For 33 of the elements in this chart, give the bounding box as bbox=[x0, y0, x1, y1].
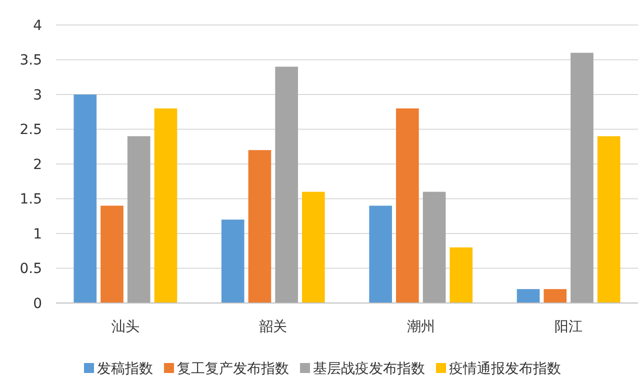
bar bbox=[422, 192, 446, 303]
bar bbox=[100, 206, 124, 303]
legend-label: 发稿指数 bbox=[97, 361, 153, 377]
x-tick-label: 阳江 bbox=[554, 319, 583, 335]
y-tick-label: 2 bbox=[33, 156, 42, 173]
x-tick-label: 韶关 bbox=[259, 319, 288, 335]
bar bbox=[516, 289, 540, 303]
bar bbox=[450, 247, 473, 303]
bar bbox=[544, 289, 567, 303]
bar bbox=[302, 192, 325, 303]
y-tick-label: 3.5 bbox=[20, 52, 42, 69]
y-tick-label: 1.5 bbox=[20, 192, 42, 208]
y-tick-label: 0.5 bbox=[20, 261, 42, 278]
legend-label: 复工复产发布指数 bbox=[177, 361, 289, 377]
legend-label: 基层战疫发布指数 bbox=[313, 361, 425, 377]
bar bbox=[127, 136, 150, 303]
x-tick-label: 潮州 bbox=[406, 319, 435, 335]
bar bbox=[74, 94, 97, 303]
bar bbox=[221, 220, 244, 303]
legend-label: 疫情通报发布指数 bbox=[449, 361, 561, 377]
y-tick-label: 1 bbox=[33, 226, 42, 242]
bar bbox=[396, 108, 419, 303]
bar bbox=[275, 66, 298, 303]
y-tick-label: 2.5 bbox=[20, 122, 42, 138]
bar bbox=[369, 206, 392, 303]
bar bbox=[570, 52, 594, 303]
bar bbox=[248, 150, 272, 303]
y-tick-label: 3 bbox=[33, 87, 42, 104]
y-tick-label: 0 bbox=[33, 296, 42, 312]
y-tick-label: 4 bbox=[33, 18, 42, 34]
x-tick-label: 汕头 bbox=[111, 319, 140, 335]
bar bbox=[597, 136, 620, 303]
bar bbox=[154, 108, 178, 303]
